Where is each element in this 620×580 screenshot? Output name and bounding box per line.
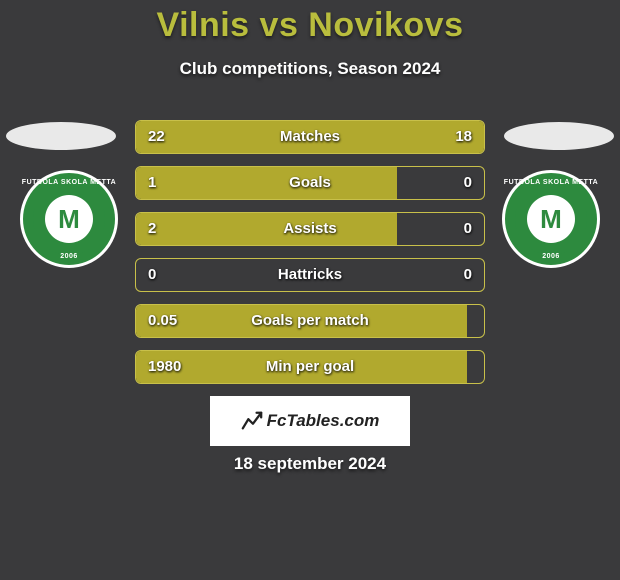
badge-ring: M: [33, 183, 105, 255]
badge-text-bottom: 2006: [60, 253, 78, 260]
badge-text-bottom: 2006: [542, 253, 560, 260]
badge-letter: M: [527, 195, 576, 244]
stat-value-right: 0: [464, 167, 472, 199]
fctables-icon: [241, 410, 263, 432]
stat-row: 0.05Goals per match: [135, 304, 485, 338]
stat-bar-left: [136, 305, 467, 337]
badge-outer-ring: FUTBOLA SKOLA METTA M 2006: [20, 170, 118, 268]
stat-row: 2218Matches: [135, 120, 485, 154]
stat-value-left: 1980: [148, 351, 181, 383]
badge-ring: M: [515, 183, 587, 255]
club-badge-right: FUTBOLA SKOLA METTA M 2006: [502, 170, 600, 268]
stat-value-left: 0: [148, 259, 156, 291]
badge-text-top: FUTBOLA SKOLA METTA: [504, 179, 598, 186]
player-shape-right: [504, 122, 614, 150]
stat-row: 20Assists: [135, 212, 485, 246]
stat-value-left: 1: [148, 167, 156, 199]
badge-outer-ring: FUTBOLA SKOLA METTA M 2006: [502, 170, 600, 268]
badge-text-top: FUTBOLA SKOLA METTA: [22, 179, 116, 186]
date-text: 18 september 2024: [0, 454, 620, 474]
watermark-text: FcTables.com: [267, 411, 380, 431]
stat-bar-left: [136, 351, 467, 383]
stat-row: 1980Min per goal: [135, 350, 485, 384]
stat-row: 0 0Hattricks: [135, 258, 485, 292]
stat-value-right: 0: [464, 259, 472, 291]
stats-container: 2218Matches10Goals20Assists00Hattricks0.…: [135, 120, 485, 396]
subtitle: Club competitions, Season 2024: [0, 59, 620, 79]
stat-bar-left: [136, 167, 397, 199]
club-badge-left: FUTBOLA SKOLA METTA M 2006: [20, 170, 118, 268]
player-shape-left: [6, 122, 116, 150]
page-title: Vilnis vs Novikovs: [0, 0, 620, 45]
stat-value-right: 18: [455, 121, 472, 153]
stat-value-left: 0.05: [148, 305, 177, 337]
watermark-box: FcTables.com: [210, 396, 410, 446]
stat-value-left: 22: [148, 121, 165, 153]
stat-row: 10Goals: [135, 166, 485, 200]
stat-value-left: 2: [148, 213, 156, 245]
stat-value-right: 0: [464, 213, 472, 245]
comparison-card: Vilnis vs Novikovs Club competitions, Se…: [0, 0, 620, 580]
stat-bar-left: [136, 213, 397, 245]
stat-label: Hattricks: [136, 259, 484, 291]
badge-letter: M: [45, 195, 94, 244]
